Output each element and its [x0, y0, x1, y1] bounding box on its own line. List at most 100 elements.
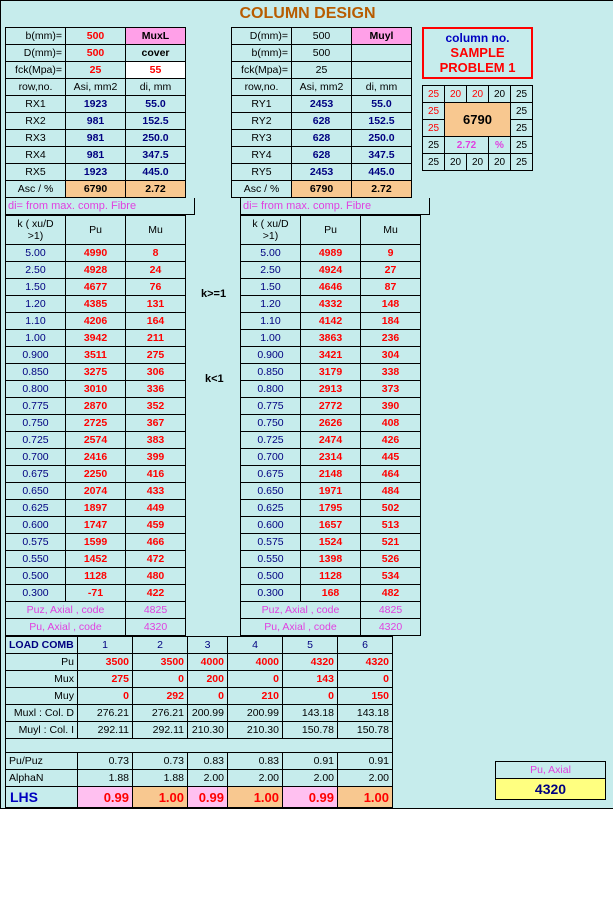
asi-hdr: Asi, mm2: [292, 79, 352, 96]
lc-val: 150.78: [338, 722, 393, 739]
asi-hdr: Asi, mm2: [66, 79, 126, 96]
pu: 2148: [301, 466, 361, 483]
val: 25: [292, 62, 352, 79]
lc-val: 4000: [228, 654, 283, 671]
mu: 275: [126, 347, 186, 364]
mu: 464: [361, 466, 421, 483]
cover-val: 55: [126, 62, 186, 79]
pu: 2626: [301, 415, 361, 432]
lhs-val: 1.00: [133, 787, 188, 808]
lc-c1: 1: [78, 637, 133, 654]
pu: 2250: [66, 466, 126, 483]
puz-l: Puz, Axial , code: [6, 602, 126, 619]
ry-name: RY5: [232, 164, 292, 181]
k: 0.675: [6, 466, 66, 483]
lbl: fck(Mpa)=: [6, 62, 66, 79]
lc-val: 200.99: [188, 705, 228, 722]
ry-di: 250.0: [352, 130, 412, 147]
mu: 87: [361, 279, 421, 296]
pu: 3275: [66, 364, 126, 381]
g: 25: [511, 154, 533, 171]
lc-val: 143: [283, 671, 338, 688]
k: 1.20: [241, 296, 301, 313]
g: 20: [445, 154, 467, 171]
mu: 426: [361, 432, 421, 449]
k: 0.800: [6, 381, 66, 398]
lc-val: 292.11: [133, 722, 188, 739]
rx-name: RX3: [6, 130, 66, 147]
k: 0.500: [241, 568, 301, 585]
mu: 513: [361, 517, 421, 534]
rx-name: RX5: [6, 164, 66, 181]
ry-asi: 628: [292, 113, 352, 130]
mu: 408: [361, 415, 421, 432]
mu: 534: [361, 568, 421, 585]
page-title: COLUMN DESIGN: [1, 1, 613, 27]
lc-val: 0: [78, 688, 133, 705]
lhs-val: 1.00: [228, 787, 283, 808]
k: 0.750: [6, 415, 66, 432]
pu: 4206: [66, 313, 126, 330]
di-note-r: di= from max. comp. Fibre: [240, 198, 430, 215]
asc-v1: 6790: [292, 181, 352, 198]
asc-v1: 6790: [66, 181, 126, 198]
mu: 8: [126, 245, 186, 262]
mu: 445: [361, 449, 421, 466]
mu: 459: [126, 517, 186, 534]
mu: 148: [361, 296, 421, 313]
lc-lbl: Mux: [6, 671, 78, 688]
mu: 482: [361, 585, 421, 602]
k-table-left: k ( xu/D >1)PuMu 5.00499082.504928241.50…: [5, 215, 186, 636]
column-no-box: column no. SAMPLE PROBLEM 1: [422, 27, 533, 79]
lc-lbl: Muy: [6, 688, 78, 705]
puax-v: 4320: [496, 779, 606, 800]
pu: 4142: [301, 313, 361, 330]
pu: 4332: [301, 296, 361, 313]
mu: 367: [126, 415, 186, 432]
pu: 1599: [66, 534, 126, 551]
mu: 472: [126, 551, 186, 568]
mu: 336: [126, 381, 186, 398]
k: 0.750: [241, 415, 301, 432]
lc-val: 276.21: [78, 705, 133, 722]
g: 25: [423, 154, 445, 171]
rx-di: 445.0: [126, 164, 186, 181]
k: 1.00: [241, 330, 301, 347]
k: 0.800: [241, 381, 301, 398]
left-header-table: b(mm)=500MuxL D(mm)=500cover fck(Mpa)=25…: [5, 27, 186, 198]
puz-v: 4825: [126, 602, 186, 619]
lbl: b(mm)=: [6, 28, 66, 45]
ry-di: 55.0: [352, 96, 412, 113]
ry-asi: 2453: [292, 164, 352, 181]
lc-val: 4320: [283, 654, 338, 671]
pu: 3010: [66, 381, 126, 398]
g: 25: [423, 120, 445, 137]
lc-val: 0.83: [188, 753, 228, 770]
lc-val: 4320: [338, 654, 393, 671]
lc-val: 3500: [78, 654, 133, 671]
grid-center: 6790: [445, 103, 511, 137]
mu: 352: [126, 398, 186, 415]
k-table-right: k ( xu/D >1)PuMu 5.00498992.504924271.50…: [240, 215, 421, 636]
lc-val: 200.99: [228, 705, 283, 722]
ry-asi: 628: [292, 147, 352, 164]
k: 0.900: [241, 347, 301, 364]
g: 25: [423, 86, 445, 103]
k: 0.600: [6, 517, 66, 534]
blank: [352, 45, 412, 62]
lc-val: 2.00: [338, 770, 393, 787]
pu: 1971: [301, 483, 361, 500]
lhs-val: 0.99: [188, 787, 228, 808]
lc-val: 210: [228, 688, 283, 705]
rx-name: RX2: [6, 113, 66, 130]
k: 0.650: [241, 483, 301, 500]
load-comb-table: LOAD COMB 1 2 3 4 5 6 Pu3500350040004000…: [5, 636, 393, 808]
lc-lbl: AlphaN: [6, 770, 78, 787]
lc-val: 210.30: [228, 722, 283, 739]
pu: 3863: [301, 330, 361, 347]
ry-di: 347.5: [352, 147, 412, 164]
lbl: D(mm)=: [232, 28, 292, 45]
val: 500: [66, 45, 126, 62]
pu: 4924: [301, 262, 361, 279]
rx-asi: 981: [66, 113, 126, 130]
